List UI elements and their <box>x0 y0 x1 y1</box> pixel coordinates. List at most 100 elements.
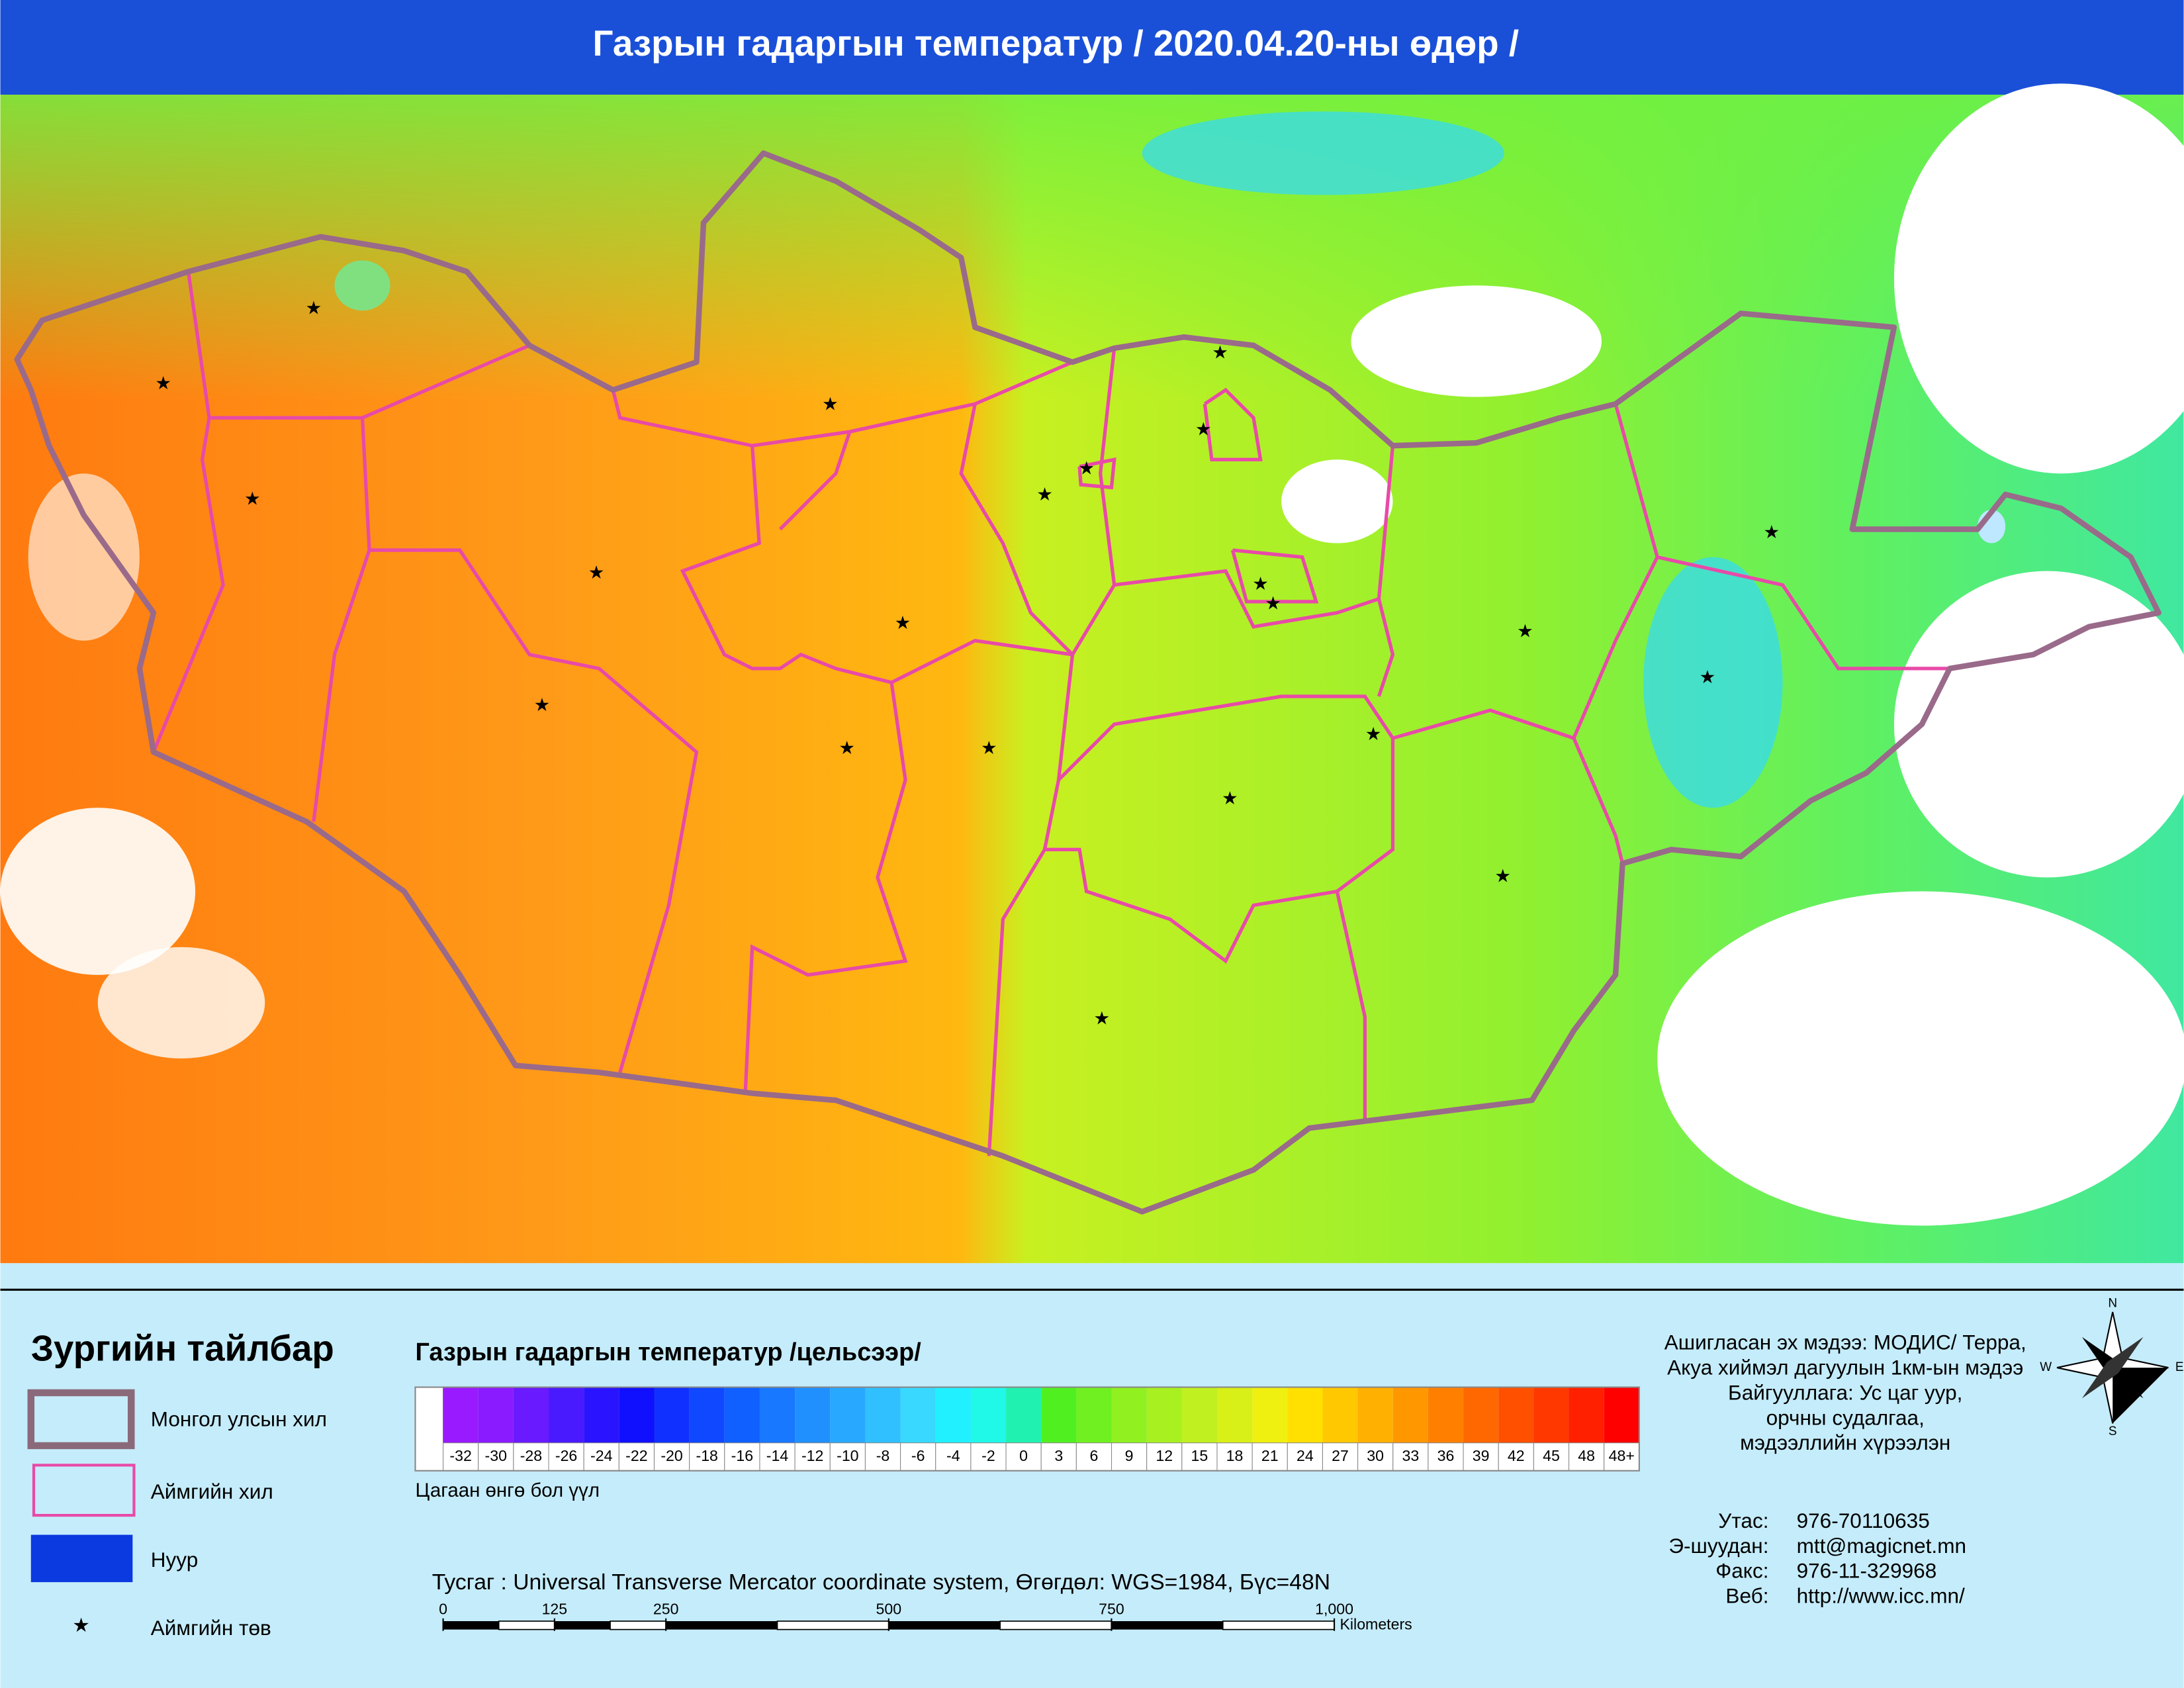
color-class <box>935 1387 971 1443</box>
scale-segment <box>610 1620 667 1630</box>
contact-label: Факс: <box>1715 1559 1768 1583</box>
color-class-label: 24 <box>1297 1447 1314 1464</box>
color-label-cell <box>1533 1442 1570 1472</box>
color-class <box>1498 1387 1534 1443</box>
aimag-center: ★ <box>839 737 855 758</box>
cool-area <box>1142 111 1504 195</box>
color-class <box>1181 1387 1217 1443</box>
legend-label: Нуур <box>151 1548 199 1571</box>
color-label-cell <box>548 1442 584 1472</box>
color-class-label: -26 <box>555 1447 577 1464</box>
compass-n: N <box>2108 1296 2117 1310</box>
legend-swatch-lake <box>30 1534 133 1583</box>
contact-value: 976-11-329968 <box>1797 1559 1937 1583</box>
scale-label: 125 <box>542 1600 568 1617</box>
aimag-center: ★ <box>1265 592 1281 613</box>
color-class <box>1322 1387 1358 1443</box>
color-class-label: 45 <box>1543 1447 1560 1464</box>
color-label-cell <box>1428 1442 1464 1472</box>
cloud <box>1657 891 2184 1226</box>
color-class <box>1428 1387 1464 1443</box>
source-line: орчны судалгаа, <box>1766 1405 1925 1429</box>
cloud-class <box>414 1387 444 1472</box>
color-class-label: 36 <box>1437 1447 1455 1464</box>
color-class <box>1146 1387 1182 1443</box>
color-class-label: 27 <box>1332 1447 1349 1464</box>
aimag-center: ★ <box>588 562 605 583</box>
color-class <box>724 1387 760 1443</box>
cloud <box>0 808 196 975</box>
color-label-cell <box>1604 1442 1640 1472</box>
color-class <box>584 1387 619 1443</box>
color-class-label: -28 <box>520 1447 542 1464</box>
color-scale-note: Цагаан өнгө бол үүл <box>415 1479 600 1501</box>
color-class-label: -24 <box>590 1447 613 1464</box>
color-label-cell <box>1287 1442 1323 1472</box>
scale-segment <box>776 1620 889 1630</box>
legend-swatch-aimag <box>32 1464 136 1517</box>
source-line: мэдээллийн хүрээлэн <box>1740 1430 1950 1454</box>
color-class-label: 9 <box>1125 1447 1134 1464</box>
color-label-cell <box>618 1442 655 1472</box>
compass: N E S W <box>2040 1296 2183 1438</box>
aimag-center: ★ <box>1763 522 1780 542</box>
scale-label: 1,000 <box>1315 1600 1353 1617</box>
color-class <box>830 1387 866 1443</box>
scale-label: 750 <box>1099 1600 1124 1617</box>
color-class-label: -4 <box>946 1447 960 1464</box>
color-scale-frame <box>414 1386 1640 1472</box>
legend-label: Аймгийн хил <box>151 1479 273 1503</box>
color-label-cell <box>724 1442 760 1472</box>
color-class <box>900 1387 936 1443</box>
map-frame: ★★★★★★★★★★★★ ★★★★★ ★★★★★ <box>0 83 2184 1264</box>
color-class-label: -32 <box>449 1447 471 1464</box>
color-class-label: 33 <box>1402 1447 1419 1464</box>
color-class-label: -8 <box>876 1447 890 1464</box>
scale-label: 500 <box>876 1600 902 1617</box>
aimag-center: ★ <box>1222 788 1238 808</box>
scale-segment <box>554 1621 611 1630</box>
color-class-label: -20 <box>660 1447 682 1464</box>
color-class <box>1287 1387 1323 1443</box>
country-border <box>14 150 2161 1215</box>
cloud <box>1351 285 1602 397</box>
title-bar <box>0 0 2184 95</box>
map-title: Газрын гадаргын температур / 2020.04.20-… <box>593 23 1519 64</box>
color-class-label: -14 <box>766 1447 789 1464</box>
compass-diagonal <box>2081 1336 2144 1399</box>
scale-segment <box>498 1620 555 1630</box>
aimag-center: ★ <box>1093 1008 1110 1028</box>
color-label-cell <box>864 1442 901 1472</box>
color-class-label: 48+ <box>1609 1447 1635 1464</box>
color-label-cell <box>1498 1442 1534 1472</box>
color-label-cell <box>1146 1442 1183 1472</box>
color-class-label: -16 <box>731 1447 753 1464</box>
cloud <box>28 473 140 641</box>
scale-segment <box>888 1621 1001 1630</box>
cool-area <box>1643 557 1783 808</box>
color-label-cell <box>1040 1442 1077 1472</box>
aimag-center: ★ <box>155 373 171 393</box>
color-class <box>865 1387 901 1443</box>
color-class <box>1604 1387 1639 1443</box>
color-class <box>1216 1387 1253 1443</box>
contact-value: mtt@magicnet.mn <box>1797 1534 1966 1558</box>
color-class-label: 15 <box>1191 1447 1208 1464</box>
color-class-label: -10 <box>837 1447 858 1464</box>
cloud <box>1281 459 1393 543</box>
scale-segment <box>1222 1620 1335 1630</box>
legend-panel <box>0 1263 2184 1688</box>
legend-title: Зургийн тайлбар <box>31 1327 334 1368</box>
color-class <box>478 1387 514 1443</box>
color-label-cell <box>829 1442 866 1472</box>
scale-segment <box>666 1621 778 1630</box>
color-scale: -32 -30 -28 -26 -24 -22 -20 -18 -16 -14 -12 -10 -8 -6… <box>414 1386 1640 1472</box>
color-class-label: 21 <box>1261 1447 1279 1464</box>
color-label-cell <box>1075 1442 1113 1472</box>
aimag-center: ★ <box>1195 418 1212 439</box>
color-scale-title: Газрын гадаргын температур /цельсээр/ <box>415 1338 921 1366</box>
scale-unit: Kilometers <box>1340 1615 1412 1632</box>
color-class-label: -6 <box>911 1447 925 1464</box>
